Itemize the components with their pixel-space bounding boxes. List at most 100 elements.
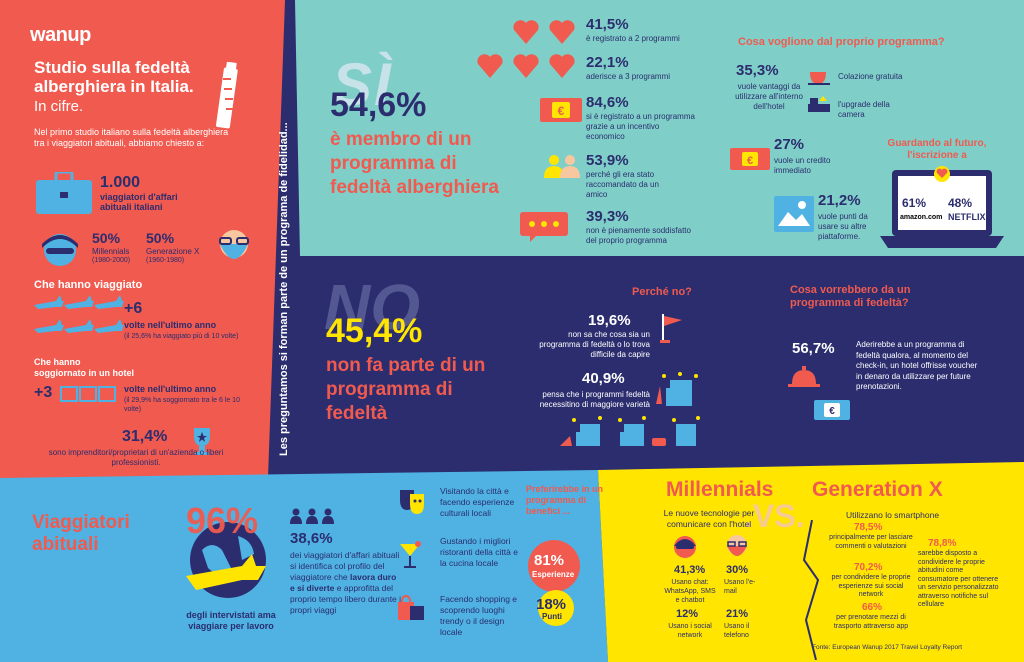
page-title: Studio sulla fedeltà alberghiera in Ital… xyxy=(34,58,194,96)
want-text: vuole vantaggi da utilizzare all'interno… xyxy=(735,82,803,111)
s3-pct: 66% xyxy=(862,602,883,613)
svg-text:€: € xyxy=(829,406,835,417)
travel-heading: Che hanno viaggiato xyxy=(34,279,143,291)
reception-bell-icon xyxy=(788,366,820,390)
si-stat-0-text: è registrato a 2 programmi xyxy=(586,34,680,43)
intro-text: Nel primo studio italiano sulla fedeltà … xyxy=(34,127,229,148)
exp-label: Esperienze xyxy=(532,570,575,579)
si-pct: 54,6% xyxy=(330,86,427,124)
count-label: viaggiatori d'affari abituali italiani xyxy=(100,192,178,212)
pref-heading: Preferirebbe in un programma di benefici… xyxy=(526,484,604,516)
si-stat-2-text: si è registrato a un programma grazie a … xyxy=(586,112,695,141)
m2-text: Usano i social network xyxy=(668,623,712,639)
s2-pct: 70,2% xyxy=(854,562,883,573)
millennials-pct: 50% xyxy=(92,230,121,246)
why1-text: non sa che cosa sia un programma di fede… xyxy=(539,330,650,359)
no-text: non fa parte di un programma di fedeltà xyxy=(326,355,486,424)
frequent-travelers-title: Viaggiatori abituali xyxy=(32,512,130,555)
why1-pct: 19,6% xyxy=(588,312,631,329)
activity-culture: Visitando la città e facendo esperienze … xyxy=(440,486,515,518)
vertical-question-label: Les preguntamos si forman parte de un pr… xyxy=(278,122,290,456)
coffee-icon xyxy=(808,66,830,86)
m1-pct: 41,3% xyxy=(674,564,706,576)
travel-value: +6 xyxy=(124,300,143,317)
would-pct: 56,7% xyxy=(792,340,835,357)
genx-label: Generazione X xyxy=(146,247,200,256)
vs-label: .VS. xyxy=(744,498,805,534)
travel-label: volte nell'ultimo anno xyxy=(124,320,217,330)
genx-beard-icon xyxy=(214,226,254,266)
activity-food: Gustando i migliori ristoranti della cit… xyxy=(440,536,518,568)
want-pct: 35,3% xyxy=(736,62,779,79)
s4-pct: 78,8% xyxy=(928,538,957,549)
genx-years: (1960-1980) xyxy=(146,257,185,264)
why-heading: Perché no? xyxy=(632,286,692,298)
tech-heading: Le nuove tecnologie per comunicare con l… xyxy=(663,508,755,529)
points-pct: 21,2% xyxy=(818,192,861,209)
image-frame-icon xyxy=(774,196,814,232)
friends-icon xyxy=(544,154,580,178)
si-stat-1-text: aderisce a 3 programmi xyxy=(586,72,671,81)
netflix-pct: 48% xyxy=(948,196,973,210)
genx-pct: 50% xyxy=(146,230,175,246)
yellow-vs-panel xyxy=(598,462,1024,662)
si-stat-4-pct: 39,3% xyxy=(586,208,629,225)
credit-text: vuole un credito immediato xyxy=(774,156,831,175)
text-386: dei viaggiatori d'affari abituali si ide… xyxy=(290,550,402,615)
credit-pct: 27% xyxy=(774,136,805,153)
hotel-heading: Che hanno soggiornato in un hotel xyxy=(34,357,134,378)
g1-pct: 30% xyxy=(726,564,749,576)
si-stat-4-text: non è pienamente soddisfatto del proprio… xyxy=(586,226,691,245)
cocktail-icon xyxy=(398,540,424,572)
suitcase-icon xyxy=(36,172,92,216)
g2-text: Usano il telefono xyxy=(724,623,750,639)
hearts-3-icon xyxy=(476,52,582,80)
m1-text: Usano chat: WhatsApp, SMS e chatbot xyxy=(664,579,716,604)
s2-text: per condividere le proprie esperienze su… xyxy=(831,574,911,598)
bed-upgrade-icon xyxy=(808,96,830,114)
entrepreneur-pct: 31,4% xyxy=(122,428,168,445)
si-stat-1-pct: 22,1% xyxy=(586,54,629,71)
teal-si-panel xyxy=(295,0,1024,256)
airplanes-icon xyxy=(34,295,124,339)
why2-text: pensa che i programmi fedeltà necessitin… xyxy=(539,390,650,409)
si-text: è membro di un programma di fedeltà albe… xyxy=(330,129,499,198)
amazon-pct: 61% xyxy=(902,196,927,210)
millennials-label: Millennials xyxy=(92,247,130,256)
genx-face-icon xyxy=(724,534,750,560)
si-stat-2-pct: 84,6% xyxy=(586,94,629,111)
wanup-logo: wanup xyxy=(30,24,91,46)
g2-pct: 21% xyxy=(726,608,749,620)
activity-shopping: Facendo shopping e scoprendo luoghi tren… xyxy=(440,594,518,637)
s1-text: principalmente per lasciare commenti o v… xyxy=(829,534,913,550)
netflix-logo: NETFLIX xyxy=(948,212,986,222)
laptop-icon xyxy=(880,164,1004,250)
pct-386: 38,6% xyxy=(290,530,333,547)
blue-bottom-panel xyxy=(0,470,608,662)
destinations-icon xyxy=(540,372,710,462)
shopping-bag-icon xyxy=(396,594,428,622)
pct-96: 96% xyxy=(186,500,259,541)
voucher-euro-icon: € xyxy=(814,400,850,420)
m2-pct: 12% xyxy=(676,608,699,620)
g1-text: Usano l'e-mail xyxy=(724,579,756,595)
smart-heading: Utilizzano lo smartphone xyxy=(846,510,940,520)
why2-pct: 40,9% xyxy=(582,370,625,387)
want-heading: Cosa vogliono dal proprio programma? xyxy=(738,36,945,48)
svg-text:€: € xyxy=(558,104,565,118)
pisa-tower-icon xyxy=(212,62,242,132)
millennials-heading: Millennials xyxy=(666,478,774,501)
upgrade-label: l'upgrade della camera xyxy=(838,100,890,119)
svg-text:€: € xyxy=(747,155,753,167)
points-text: vuole punti da usare su altre piattaform… xyxy=(818,212,868,241)
pts-pct: 18% xyxy=(536,596,567,613)
left-red-panel xyxy=(0,0,285,478)
si-stat-3-pct: 53,9% xyxy=(586,152,629,169)
s1-pct: 78,5% xyxy=(854,522,883,533)
si-stat-3-text: perché gli era stato raccomandato da un … xyxy=(586,170,659,199)
si-word: SÌ xyxy=(332,51,393,118)
euro-bill-icon: € xyxy=(540,98,582,122)
people-group-icon xyxy=(290,508,334,524)
hotel-label: volte nell'ultimo anno xyxy=(124,384,217,394)
lightning-divider xyxy=(800,520,824,660)
